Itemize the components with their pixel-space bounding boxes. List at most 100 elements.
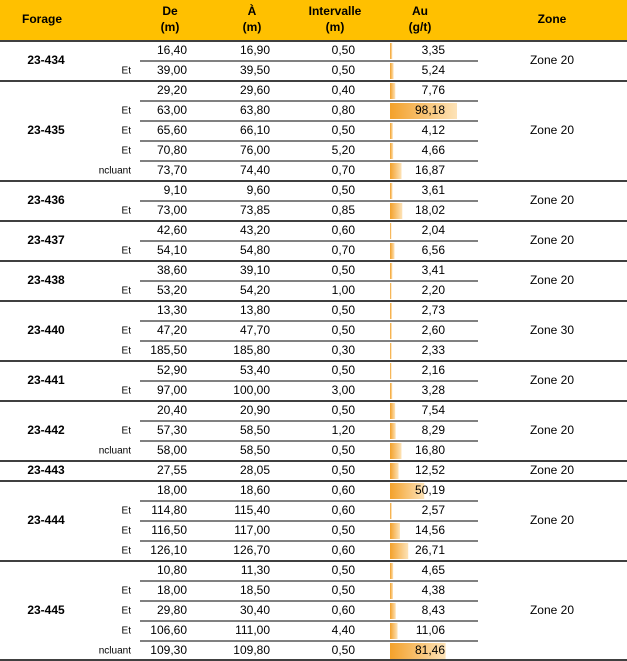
a-cell: 76,00 [240,143,270,157]
forage-id: 23-440 [27,323,65,337]
intervalle-cell: 0,50 [332,643,356,657]
au-cell: 26,71 [415,543,445,557]
de-cell: 57,30 [157,423,187,437]
a-cell: 63,80 [240,103,270,117]
au-cell: 2,33 [422,343,446,357]
au-cell: 14,56 [415,523,445,537]
zone-label: Zone 20 [530,273,574,287]
au-cell: 2,73 [422,303,446,317]
intervalle-cell: 1,20 [332,423,356,437]
a-cell: 74,40 [240,163,270,177]
intervalle-cell: 0,50 [332,43,356,57]
zone-label: Zone 20 [530,513,574,527]
intervalle-cell: 1,00 [332,283,356,297]
a-cell: 43,20 [240,223,270,237]
row-label: Et [122,426,132,437]
au-cell: 4,38 [422,583,446,597]
a-cell: 185,80 [233,343,270,357]
a-cell: 53,40 [240,363,270,377]
header-label: (m) [161,20,180,34]
au-cell: 4,65 [422,563,446,577]
a-cell: 111,00 [235,623,270,637]
intervalle-cell: 0,50 [332,183,356,197]
header-label: À [248,3,257,18]
de-cell: 73,00 [157,203,187,217]
au-bar [390,383,393,399]
a-cell: 73,85 [240,203,270,217]
intervalle-cell: 3,00 [332,383,356,397]
a-cell: 18,60 [240,483,270,497]
au-bar [390,483,425,499]
a-cell: 16,90 [240,43,270,57]
row-label: Et [122,626,132,637]
header-label: Forage [22,12,62,26]
de-cell: 13,30 [157,303,187,317]
au-cell: 18,02 [415,203,445,217]
de-cell: 16,40 [157,43,187,57]
intervalle-cell: 0,50 [332,563,356,577]
au-cell: 2,04 [422,223,446,237]
au-cell: 7,54 [422,403,446,417]
zone-label: Zone 30 [530,323,574,337]
intervalle-cell: 0,50 [332,363,356,377]
a-cell: 29,60 [240,83,270,97]
au-bar [390,223,392,239]
au-bar [390,523,400,539]
header-label: Zone [538,12,567,26]
row-label: Et [122,586,132,597]
row-label: Et [122,526,132,537]
a-cell: 54,20 [240,283,270,297]
forage-id: 23-441 [27,373,65,387]
a-cell: 58,50 [240,423,270,437]
forage-id: 23-443 [27,463,65,477]
a-cell: 100,00 [233,383,270,397]
row-label: ncluant [99,446,131,457]
au-cell: 2,16 [422,363,446,377]
intervalle-cell: 5,20 [332,143,356,157]
au-bar [390,563,394,579]
au-cell: 3,35 [422,43,446,57]
au-bar [390,323,392,339]
au-bar [390,303,392,319]
de-cell: 65,60 [157,123,187,137]
au-bar [390,643,446,659]
au-cell: 8,29 [422,423,446,437]
row-label: Et [122,506,132,517]
de-cell: 106,60 [150,623,187,637]
row-label: Et [122,146,132,157]
row-label: Et [122,126,132,137]
a-cell: 39,50 [240,63,270,77]
row-label: ncluant [99,166,131,177]
forage-id: 23-435 [27,123,65,137]
au-cell: 2,57 [422,503,446,517]
header-label: De [162,4,178,18]
row-label: Et [122,326,132,337]
header-label: (m) [326,20,345,34]
de-cell: 20,40 [157,403,187,417]
de-cell: 39,00 [157,63,187,77]
forage-id: 23-442 [27,423,65,437]
au-bar [390,103,457,119]
au-bar [390,423,396,439]
de-cell: 54,10 [157,243,187,257]
forage-id: 23-437 [27,233,65,247]
au-bar [390,463,399,479]
au-cell: 16,87 [415,163,445,177]
au-bar [390,363,392,379]
row-label: Et [122,546,132,557]
intervalle-cell: 0,80 [332,103,356,117]
intervalle-cell: 0,60 [332,483,356,497]
de-cell: 97,00 [157,383,187,397]
au-cell: 11,06 [416,623,445,637]
row-label: Et [122,246,132,257]
au-cell: 98,18 [415,103,445,117]
au-bar [390,123,393,139]
au-cell: 50,19 [415,483,445,497]
header-label: Au [412,4,428,18]
intervalle-cell: 4,40 [332,623,356,637]
forage-id: 23-436 [27,193,65,207]
au-cell: 5,24 [422,63,446,77]
zone-label: Zone 20 [530,603,574,617]
au-bar [390,163,402,179]
au-bar [390,443,402,459]
